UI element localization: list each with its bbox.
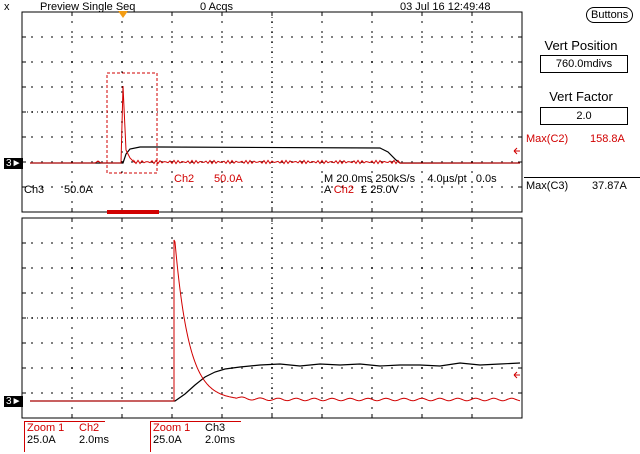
max-c2-label: Max(C2) — [526, 133, 569, 145]
timebase-readout: M 20.0ms 250kS/s 4.0µs/pt 0.0s — [324, 173, 497, 185]
vert-factor-label: Vert Factor — [549, 89, 613, 104]
trigger-readout: A Ch2 £ 25.0V — [324, 184, 399, 196]
close-icon[interactable]: x — [4, 1, 10, 13]
ch3-trace-top — [30, 146, 520, 164]
ch2-level-arrow-bottom[interactable] — [513, 371, 520, 379]
trigger-position-marker[interactable] — [118, 11, 128, 18]
ch3-ground-marker-top[interactable]: 3► — [4, 158, 24, 169]
ch3-ground-marker-bottom[interactable]: 3► — [4, 396, 24, 407]
max-c3-label: Max(C3) — [526, 180, 569, 192]
ch2-level-arrow-top[interactable] — [513, 147, 520, 155]
max-c3-value: 37.87A — [592, 180, 627, 192]
zoom1-ch2-readout[interactable]: Zoom 1 25.0A Ch2 2.0ms — [24, 421, 109, 452]
ch2-readout-scale: 50.0A — [214, 173, 243, 185]
buttons-button[interactable]: Buttons — [586, 7, 634, 23]
vert-factor-field[interactable]: 2.0 — [540, 107, 628, 125]
zoom-region-box[interactable] — [106, 72, 158, 174]
acquisition-mode: Preview Single Seq — [40, 1, 136, 13]
max-c2-value: 158.8A — [590, 133, 625, 145]
side-panel-divider — [524, 177, 640, 178]
acquisition-count: 0 Acqs — [200, 1, 234, 13]
vert-position-label: Vert Position — [544, 38, 618, 53]
vert-position-field[interactable]: 760.0mdivs — [540, 55, 628, 73]
ch2-readout-label: Ch2 — [174, 173, 195, 185]
ch2-trace-top — [30, 85, 521, 165]
ch3-trace-bottom — [30, 362, 521, 402]
graticule-ticks — [22, 12, 522, 418]
ch3-readout-scale: 50.0A — [64, 184, 93, 196]
ch3-readout-label: Ch3 — [24, 184, 45, 196]
zoom1-ch3-readout[interactable]: Zoom 1 25.0A Ch3 2.0ms — [150, 421, 241, 452]
ch2-trace-bottom — [30, 239, 521, 402]
zoom-position-bar[interactable] — [107, 210, 159, 214]
datetime: 03 Jul 16 12:49:48 — [400, 1, 491, 13]
